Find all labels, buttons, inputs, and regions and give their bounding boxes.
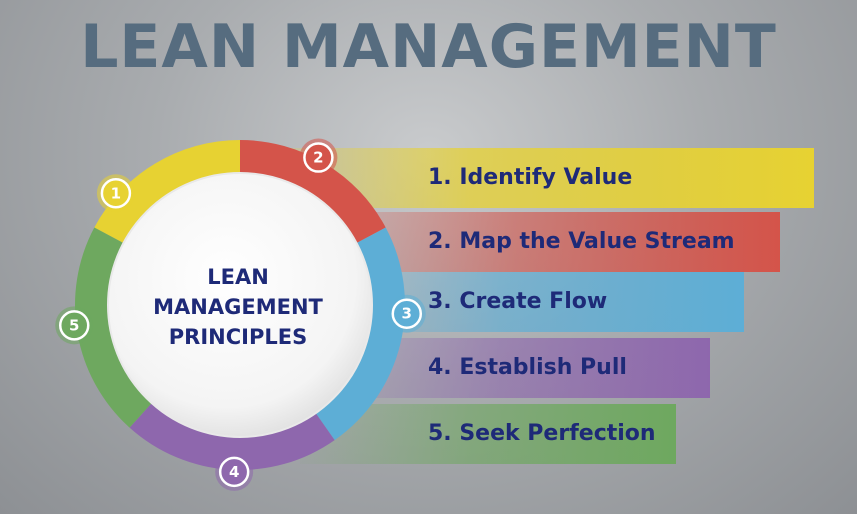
center-line-2: MANAGEMENT — [153, 295, 323, 319]
center-line-3: PRINCIPLES — [168, 325, 308, 349]
number-badge-2: 2 — [299, 138, 338, 177]
page-title: LEAN MANAGEMENT — [80, 12, 777, 82]
badge-number-5: 5 — [69, 316, 79, 334]
principle-label-1: 1. Identify Value — [428, 165, 633, 190]
badge-number-3: 3 — [402, 305, 412, 323]
number-badge-1: 1 — [96, 174, 135, 213]
ring-segment-5 — [74, 227, 154, 428]
number-badge-3: 3 — [387, 294, 426, 333]
ring-segment-3 — [314, 227, 405, 441]
ring-segment-2 — [240, 140, 386, 244]
badge-number-4: 4 — [229, 463, 239, 481]
badge-number-1: 1 — [111, 184, 121, 202]
center-disc — [107, 172, 373, 438]
principle-label-4: 4. Establish Pull — [428, 355, 627, 380]
badge-number-2: 2 — [313, 149, 323, 167]
ring-segment-1 — [94, 140, 240, 244]
center-caption: LEAN MANAGEMENT PRINCIPLES — [148, 262, 328, 352]
center-line-1: LEAN — [207, 265, 269, 289]
principle-label-3: 3. Create Flow — [428, 289, 608, 314]
number-badge-5: 5 — [55, 306, 94, 345]
number-badge-4: 4 — [215, 452, 254, 491]
principle-label-2: 2. Map the Value Stream — [428, 229, 735, 254]
principle-label-5: 5. Seek Perfection — [428, 421, 656, 446]
